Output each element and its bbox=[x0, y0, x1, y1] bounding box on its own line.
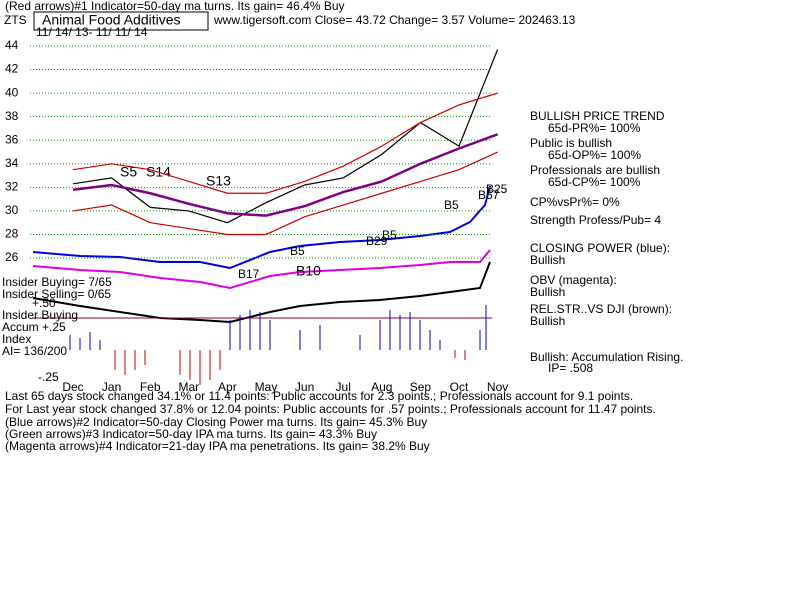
right-label: IP= .508 bbox=[548, 361, 593, 375]
right-label: Bullish: Accumulation Rising. bbox=[530, 350, 683, 364]
signal-label: B17 bbox=[238, 267, 260, 281]
right-label: 65d-CP%= 100% bbox=[548, 175, 641, 189]
left-label: Insider Buying bbox=[2, 308, 78, 322]
left-label: Index bbox=[2, 332, 31, 346]
y-tick-label: 36 bbox=[5, 132, 19, 146]
header-top: (Red arrows)#1 Indicator=50-day ma turns… bbox=[5, 0, 345, 13]
right-panel: BULLISH PRICE TREND 65d-PR%= 100% Public… bbox=[530, 109, 683, 375]
ticker: ZTS bbox=[4, 13, 27, 27]
date-range: 11/ 14/ 13- 11/ 11/ 14 bbox=[36, 25, 148, 39]
signal-label: B10 bbox=[296, 263, 321, 279]
signal-label: S5 bbox=[120, 164, 137, 180]
closing-power bbox=[32, 185, 491, 270]
accum-bars bbox=[69, 305, 487, 350]
x-tick-label: Aug bbox=[371, 380, 392, 394]
right-label: OBV (magenta): bbox=[530, 273, 617, 287]
footer-line: For Last year stock changed 37.8% or 12.… bbox=[5, 402, 656, 416]
right-label: Professionals are bullish bbox=[530, 163, 660, 177]
left-label: Insider Buying= 7/65 bbox=[2, 275, 112, 289]
right-label: Bullish bbox=[530, 285, 565, 299]
chart-title: Animal Food Additives bbox=[42, 12, 181, 28]
title-box bbox=[33, 11, 209, 31]
y-tick-label: 26 bbox=[5, 250, 19, 264]
x-tick-label: Apr bbox=[218, 380, 237, 394]
right-label: Strength Profess/Pub= 4 bbox=[530, 213, 661, 227]
x-tick-label: Sep bbox=[410, 380, 432, 394]
right-label: 65d-PR%= 100% bbox=[548, 121, 641, 135]
right-label: BULLISH PRICE TREND bbox=[530, 109, 665, 123]
left-label: AI= 136/200 bbox=[2, 344, 67, 358]
signal-label: B57 bbox=[478, 188, 500, 202]
signal-label: B5 bbox=[382, 228, 397, 242]
price-line bbox=[72, 151, 498, 236]
x-tick-label: Mar bbox=[178, 380, 199, 394]
y-tick-label: 30 bbox=[5, 203, 19, 217]
obv bbox=[32, 249, 491, 290]
price-line bbox=[72, 49, 499, 224]
signal-label: B25 bbox=[486, 182, 508, 196]
signal-label: S13 bbox=[206, 173, 231, 189]
x-tick-label: Feb bbox=[140, 380, 161, 394]
footer-line: (Blue arrows)#2 Indicator=50-day Closing… bbox=[5, 415, 427, 429]
signal-label: B29 bbox=[366, 234, 388, 248]
price-line bbox=[72, 92, 498, 194]
signal-label: B5 bbox=[290, 244, 305, 258]
x-tick-label: Jun bbox=[295, 380, 314, 394]
accum-bars-neg bbox=[114, 350, 466, 385]
rel-strength bbox=[32, 261, 491, 324]
price-line bbox=[72, 133, 499, 217]
right-label: REL.STR..VS DJI (brown): bbox=[530, 302, 672, 316]
y-tick-label: 28 bbox=[5, 227, 19, 241]
price-panel: 26 28 30 32 34 36 38 40 42 44 Dec Jan Feb Mar Apr May Ju… bbox=[5, 38, 508, 394]
right-label: CLOSING POWER (blue): bbox=[530, 241, 670, 255]
y-tick-label: 44 bbox=[5, 38, 19, 52]
right-label: Bullish bbox=[530, 314, 565, 328]
footer-line: (Green arrows)#3 Indicator=50-day IPA ma… bbox=[5, 427, 377, 441]
left-label: +.50 bbox=[32, 296, 56, 310]
y-tick-label: 40 bbox=[5, 85, 19, 99]
y-tick-label: 38 bbox=[5, 109, 19, 123]
signal-label: B5 bbox=[444, 198, 459, 212]
left-label: Accum +.25 bbox=[2, 320, 66, 334]
x-tick-label: Dec bbox=[62, 380, 83, 394]
right-label: CP%vsPr%= 0% bbox=[530, 195, 620, 209]
x-tick-label: Oct bbox=[450, 380, 469, 394]
right-label: 65d-OP%= 100% bbox=[548, 148, 641, 162]
left-label: -.25 bbox=[38, 370, 59, 384]
x-tick-label: Nov bbox=[487, 380, 508, 394]
y-tick-label: 32 bbox=[5, 180, 19, 194]
y-tick-label: 34 bbox=[5, 156, 19, 170]
right-label: Public is bullish bbox=[530, 136, 612, 150]
footer-line: Last 65 days stock changed 34.1% or 11.4… bbox=[5, 389, 633, 403]
footer-line: (Magenta arrows)#4 Indicator=21-day IPA … bbox=[5, 439, 430, 453]
x-tick-label: Jul bbox=[336, 380, 351, 394]
right-label: Bullish bbox=[530, 253, 565, 267]
header-info: www.tigersoft.com Close= 43.72 Change= 3… bbox=[213, 13, 576, 27]
indicator-lines bbox=[32, 185, 492, 385]
left-label: Insider Selling= 0/65 bbox=[2, 287, 111, 301]
y-tick-label: 42 bbox=[5, 62, 19, 76]
x-tick-label: Jan bbox=[102, 380, 121, 394]
x-tick-label: May bbox=[255, 380, 278, 394]
